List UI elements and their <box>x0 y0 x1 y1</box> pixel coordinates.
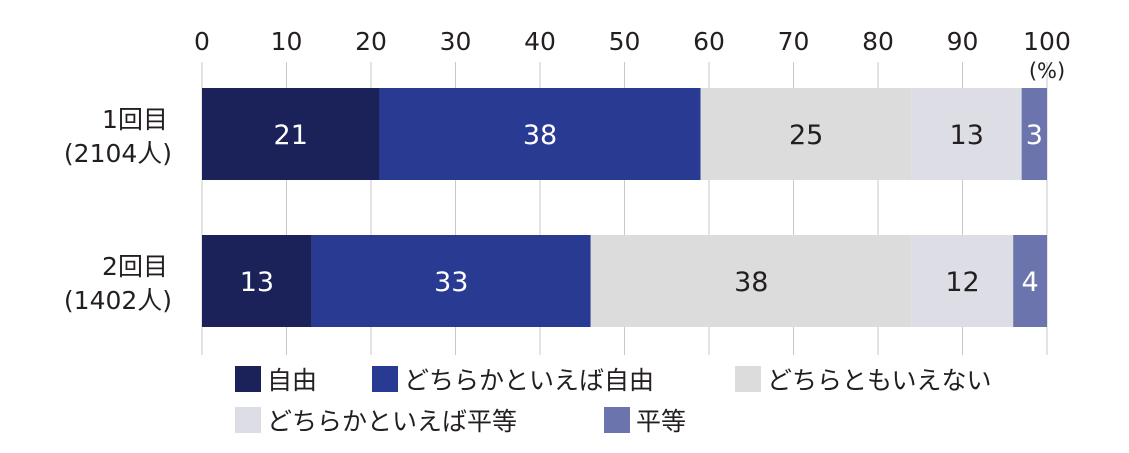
bar-value-label: 12 <box>945 267 979 298</box>
x-tick-label: 40 <box>524 27 556 56</box>
bar-segment <box>311 235 591 327</box>
bar-value-label: 13 <box>240 267 274 298</box>
legend-swatch <box>235 366 261 392</box>
category-sublabel: (2104人) <box>64 139 172 168</box>
x-tick-label: 100 <box>1023 27 1071 56</box>
bar-segment <box>700 88 912 180</box>
x-tick-label: 10 <box>271 27 303 56</box>
legend-swatch <box>604 407 630 433</box>
x-tick-label: 50 <box>609 27 641 56</box>
bar-value-label: 13 <box>950 120 984 151</box>
legend-label: 平等 <box>636 407 686 436</box>
x-tick-label: 90 <box>947 27 979 56</box>
legend-label: どちらともいえない <box>767 366 992 395</box>
bar-value-label: 4 <box>1022 267 1039 298</box>
bar-segment <box>911 88 1022 180</box>
bar-segment <box>202 235 312 327</box>
x-tick-label: 70 <box>778 27 810 56</box>
x-axis-ticks: 0 10 20 30 40 50 60 70 80 90 100 <box>194 27 1071 56</box>
bar-value-label: 3 <box>1026 120 1043 151</box>
category-label: 2回目 <box>102 252 168 281</box>
category-labels: 1回目 (2104人) 2回目 (1402人) <box>64 105 172 315</box>
x-tick-label: 0 <box>194 27 210 56</box>
axis-unit-label: (%) <box>1029 59 1065 83</box>
bar-value-label: 38 <box>734 267 768 298</box>
bar-segment <box>911 235 1014 327</box>
bar-value-label: 21 <box>274 120 308 151</box>
bar-value-label: 33 <box>434 267 468 298</box>
category-sublabel: (1402人) <box>64 286 172 315</box>
bar-segment <box>379 88 701 180</box>
legend-swatch <box>735 366 761 392</box>
legend-swatch <box>372 366 398 392</box>
bar-segment <box>202 88 380 180</box>
legend-label: どちらかといえば平等 <box>267 407 517 436</box>
bar-value-label: 25 <box>789 120 823 151</box>
bar-value-label: 38 <box>523 120 557 151</box>
x-tick-label: 20 <box>355 27 387 56</box>
category-label: 1回目 <box>102 105 168 134</box>
legend-label: どちらかといえば自由 <box>404 366 654 395</box>
bar-segment <box>590 235 912 327</box>
x-tick-label: 60 <box>693 27 725 56</box>
bar-segment <box>1021 88 1047 180</box>
x-tick-label: 80 <box>862 27 894 56</box>
bars: 21 38 25 13 3 13 33 38 12 4 <box>202 88 1047 327</box>
x-tick-label: 30 <box>440 27 472 56</box>
legend-label: 自由 <box>267 366 317 395</box>
bar-segment <box>1013 235 1047 327</box>
legend-swatch <box>235 407 261 433</box>
